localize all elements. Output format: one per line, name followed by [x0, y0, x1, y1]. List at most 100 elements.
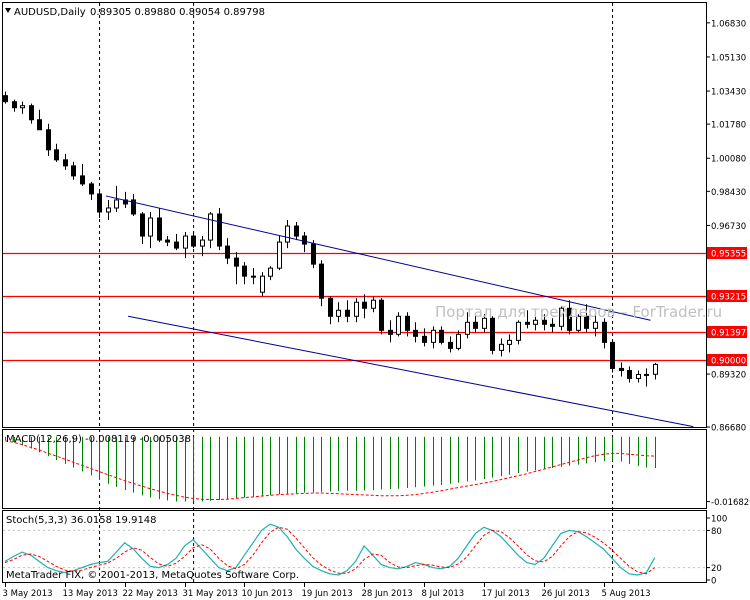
candle-bull: [431, 329, 436, 343]
candle-bear: [242, 265, 247, 277]
candle-bear: [584, 315, 589, 329]
stoch-signal-line: [4, 526, 656, 575]
x-tick-label: 10 Jun 2013: [242, 589, 293, 599]
candle-bull: [593, 321, 598, 329]
candle-bear: [225, 245, 230, 259]
candle-bear: [311, 243, 316, 265]
candle-bear: [328, 297, 333, 317]
candle-bear: [80, 175, 85, 185]
ohlc-values: 0.89305 0.89880 0.89054 0.89798: [90, 7, 265, 18]
candle-bear: [439, 329, 444, 343]
candle-bull: [482, 317, 487, 329]
price-panel: [2, 2, 707, 428]
stoch-tick-label: 0: [711, 577, 716, 587]
candle-bull: [371, 299, 376, 309]
candle-bear: [619, 367, 624, 371]
candle-bear: [602, 321, 607, 343]
x-axis-ticks: 3 May 2013 13 May 2013 22 May 2013 31 May 2…: [3, 583, 651, 599]
candle-bear: [413, 329, 418, 337]
candle-bull: [114, 199, 119, 209]
collapse-arrow-icon[interactable]: [5, 8, 11, 13]
candle-bull: [533, 319, 538, 325]
candle-bull: [106, 207, 111, 213]
channel-lines: [105, 195, 694, 428]
channel-upper-line: [105, 195, 651, 321]
candle-bear: [54, 149, 59, 161]
stoch-tick-label: 20: [711, 564, 722, 574]
macd-tick-label: -0.016829: [711, 498, 750, 508]
candle-bear: [473, 321, 478, 329]
x-tick-label: 17 Jul 2013: [482, 589, 530, 599]
level-tag-label: 0.95355: [711, 250, 746, 260]
candle-bear: [71, 165, 76, 177]
price-tick-label: 1.00080: [711, 155, 746, 165]
macd-title: MACD(12,26,9) -0.008119 -0.005038: [6, 434, 191, 445]
macd-histogram: [4, 436, 656, 502]
candle-bear: [97, 193, 102, 213]
candle-bull: [636, 373, 641, 379]
candle-bear: [405, 315, 410, 331]
candle-bull: [200, 239, 205, 247]
level-tag: [707, 326, 747, 338]
price-tick-label: 1.05130: [711, 53, 746, 63]
symbol-period: AUDUSD,Daily: [14, 7, 86, 18]
candle-bull: [148, 217, 153, 237]
candle-bull: [277, 241, 282, 269]
candle-bear: [29, 105, 34, 121]
macd-panel: [2, 429, 707, 509]
candle-bear: [610, 341, 615, 369]
price-tick-label: 0.96730: [711, 222, 746, 232]
candle-bull: [653, 363, 658, 375]
x-tick-label: 3 May 2013: [3, 589, 53, 599]
level-price-tags: 0.95355 0.93215 0.91397 0.90000: [707, 247, 747, 367]
stoch-main-line: [4, 523, 656, 576]
price-tick-label: 0.98430: [711, 188, 746, 198]
level-tag-label: 0.91397: [711, 329, 746, 339]
price-tick-label: 1.01780: [711, 121, 746, 131]
candle-bear: [448, 341, 453, 349]
candle-bull: [396, 315, 401, 335]
candle-bear: [46, 129, 51, 151]
level-tag: [707, 290, 747, 302]
x-tick-label: 8 Jul 2013: [422, 589, 465, 599]
candle-bull: [183, 235, 188, 249]
candle-bear: [63, 159, 68, 167]
candle-bear: [217, 213, 222, 247]
candle-bull: [559, 307, 564, 327]
candle-bull: [336, 309, 341, 317]
watermark: Портал для трейдеров – ForTrader.ru: [435, 303, 722, 321]
copyright: MetaTrader FIX, © 2001-2013, MetaQuotes …: [6, 570, 299, 581]
candle-bull: [20, 105, 25, 109]
candle-bull: [354, 301, 359, 317]
y-axis-ticks: 1.06830 1.05130 1.03430 1.01780 1.00080 0.984…: [706, 19, 750, 587]
x-tick-label: 28 Jun 2013: [362, 589, 413, 599]
stoch-tick-label: 80: [711, 527, 722, 537]
candle-bull: [260, 275, 265, 293]
candle-bull: [208, 213, 213, 241]
candle-bull: [465, 321, 470, 335]
candle-bear: [362, 301, 367, 309]
candle-bear: [542, 319, 547, 325]
candle-bull: [251, 275, 256, 278]
candle-bull: [644, 373, 649, 376]
candle-bear: [234, 257, 239, 267]
candle-bear: [37, 119, 42, 131]
candles: [3, 91, 658, 387]
price-tick-label: 0.89320: [711, 371, 746, 381]
price-tick-label: 0.86680: [711, 424, 746, 434]
candle-bear: [157, 217, 162, 241]
stoch-lines: [3, 523, 706, 576]
level-tag-label: 0.90000: [711, 357, 746, 367]
candle-bull: [507, 339, 512, 345]
stoch-panel: [2, 510, 707, 583]
x-tick-label: 26 Jul 2013: [542, 589, 590, 599]
candle-bear: [174, 241, 179, 249]
x-tick-label: 22 May 2013: [123, 589, 178, 599]
price-tick-label: 1.06830: [711, 19, 746, 29]
candle-bull: [499, 343, 504, 351]
candle-bear: [191, 235, 196, 247]
candle-bull: [576, 315, 581, 331]
candle-bear: [12, 101, 17, 109]
price-tick-label: 1.03430: [711, 88, 746, 98]
